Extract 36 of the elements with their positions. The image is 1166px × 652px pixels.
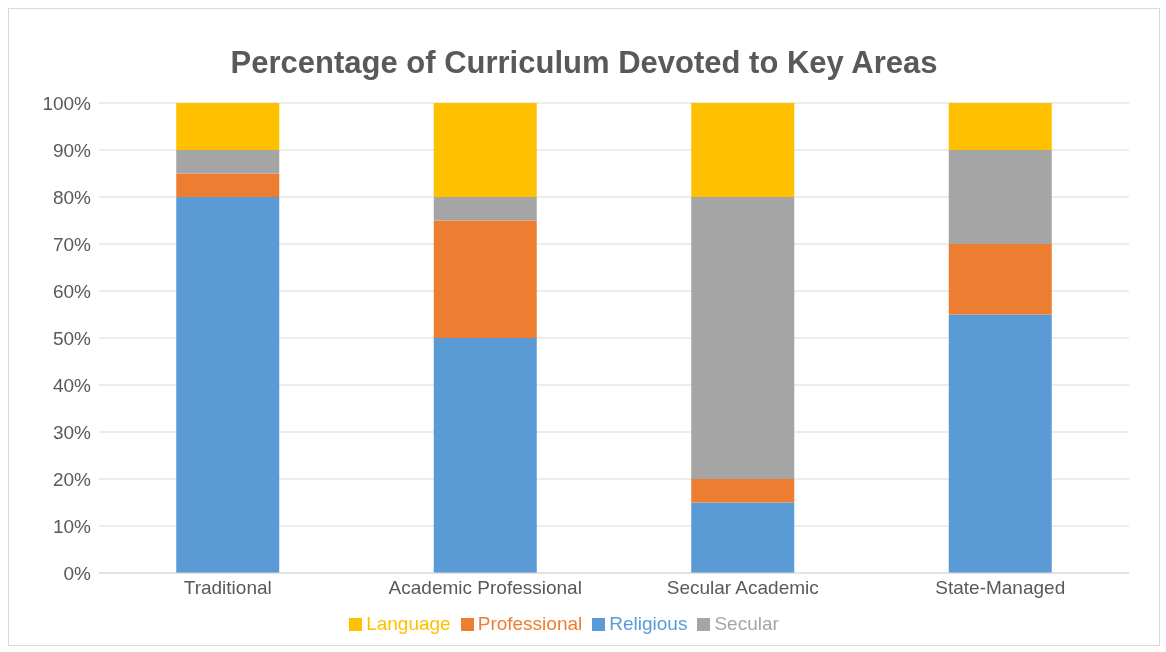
- y-tick-label: 70%: [52, 233, 92, 255]
- y-tick-label: 40%: [52, 374, 92, 396]
- bar: [691, 197, 795, 479]
- bar: [691, 479, 795, 503]
- bar: [176, 150, 280, 174]
- x-tick-label: Academic Professional: [388, 577, 582, 599]
- bar: [433, 103, 537, 197]
- y-tick-label: 30%: [52, 421, 92, 443]
- legend-label: Secular: [714, 613, 779, 634]
- bar: [691, 502, 795, 573]
- y-tick-label: 0%: [63, 562, 92, 584]
- x-tick-label: Secular Academic: [666, 577, 819, 599]
- y-tick-label: 100%: [42, 92, 92, 114]
- bar: [433, 197, 537, 221]
- y-tick-label: 10%: [52, 515, 92, 537]
- bar: [433, 220, 537, 338]
- y-tick-label: 50%: [52, 327, 92, 349]
- bar: [948, 103, 1052, 150]
- x-tick-label: State-Managed: [935, 577, 1066, 599]
- y-tick-label: 90%: [52, 139, 92, 161]
- bar: [176, 173, 280, 197]
- y-tick-label: 60%: [52, 280, 92, 302]
- legend-label: Professional: [477, 613, 583, 634]
- bar: [948, 244, 1052, 315]
- bar: [176, 197, 280, 573]
- legend-label: Religious: [609, 613, 688, 634]
- bar: [948, 150, 1052, 244]
- chart-title: Percentage of Curriculum Devoted to Key Areas: [230, 45, 938, 80]
- bar: [948, 314, 1052, 573]
- legend-label: Language: [366, 613, 451, 634]
- y-tick-label: 20%: [52, 468, 92, 490]
- y-tick-label: 80%: [52, 186, 92, 208]
- bar: [433, 338, 537, 573]
- x-tick-label: Traditional: [183, 577, 272, 599]
- bar: [691, 103, 795, 197]
- bar: [176, 103, 280, 150]
